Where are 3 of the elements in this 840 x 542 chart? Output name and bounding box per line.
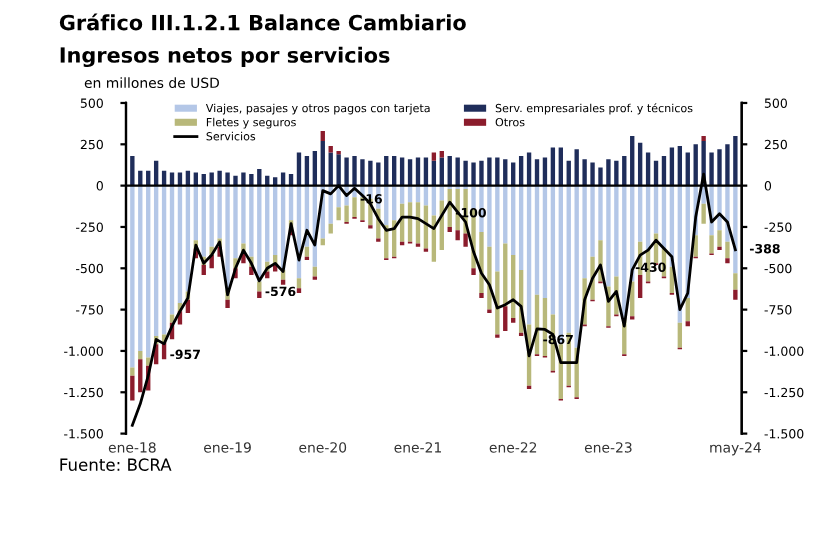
chart-title: Gráfico III.1.2.1 Balance Cambiario xyxy=(59,13,466,31)
source-note: Fuente: BCRA xyxy=(60,458,172,471)
chart-subtitle: Ingresos netos por servicios xyxy=(60,46,390,68)
